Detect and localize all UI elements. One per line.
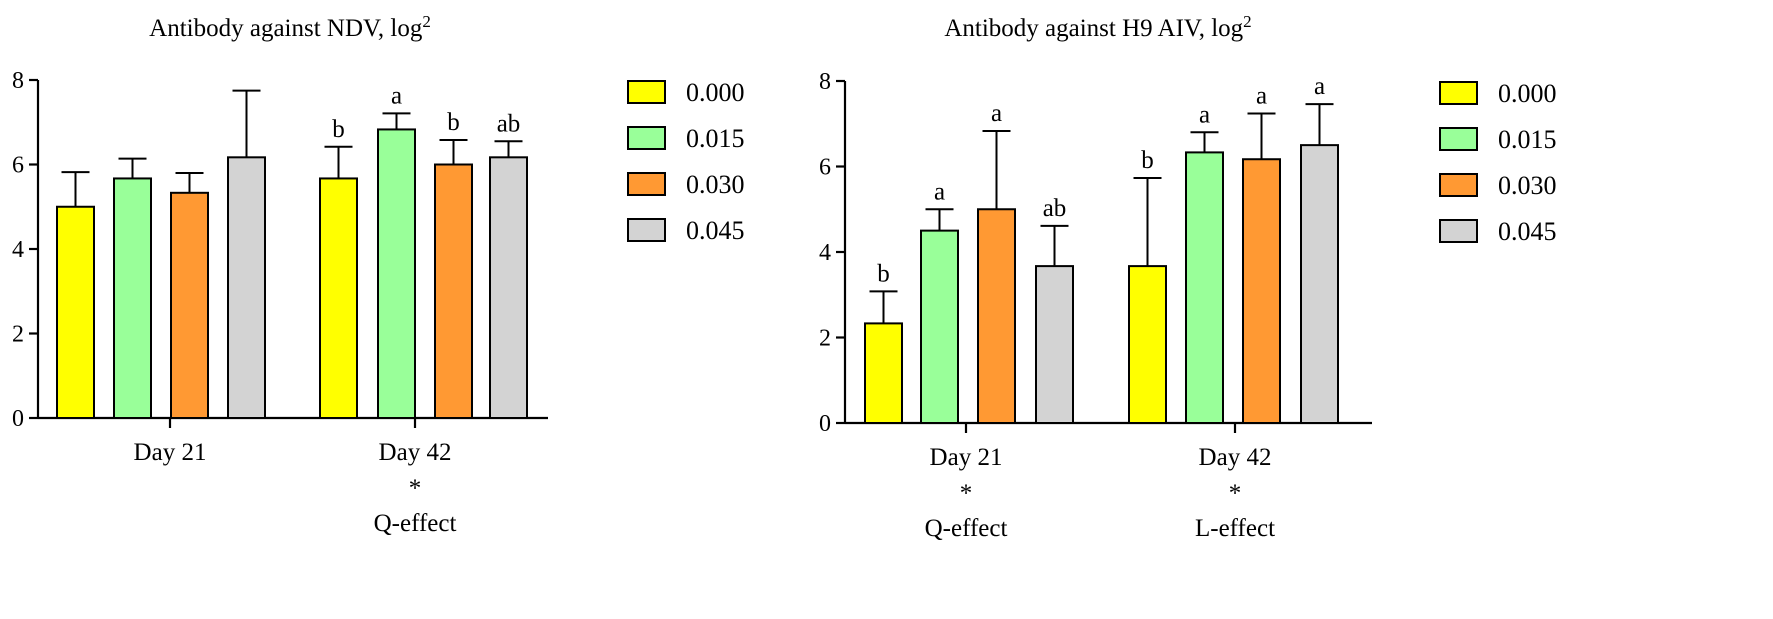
bar	[1300, 144, 1339, 424]
y-tick-label: 2	[12, 322, 24, 348]
x-category-label: Day 21	[134, 439, 207, 466]
bar	[434, 163, 473, 419]
bar	[920, 229, 959, 424]
bar	[489, 156, 528, 419]
legend-label: 0.030	[1498, 171, 1557, 200]
y-tick-label: 2	[819, 326, 831, 352]
significance-letter: a	[1314, 73, 1325, 100]
x-category-note: *	[1229, 480, 1242, 507]
y-tick-label: 8	[819, 69, 831, 95]
legend-swatch	[1439, 127, 1478, 151]
legend-swatch	[627, 218, 666, 242]
legend-swatch	[1439, 81, 1478, 105]
chart-title: Antibody against H9 AIV, log2	[944, 12, 1251, 42]
y-tick-label: 6	[819, 155, 831, 181]
bar	[977, 208, 1016, 424]
y-tick-label: 4	[12, 237, 24, 263]
bar	[170, 191, 209, 419]
legend-label: 0.015	[1498, 125, 1557, 154]
significance-letter: a	[934, 178, 945, 205]
y-tick-label: 6	[12, 153, 24, 179]
bar	[113, 177, 152, 419]
significance-letter: a	[1199, 101, 1210, 128]
bar	[1242, 158, 1281, 424]
legend-label: 0.015	[686, 124, 745, 153]
bar	[319, 177, 358, 419]
legend-label: 0.045	[1498, 217, 1557, 246]
bar	[864, 322, 903, 424]
legend-label: 0.000	[1498, 79, 1557, 108]
chart-title: Antibody against NDV, log2	[149, 12, 431, 42]
significance-letter: b	[332, 116, 345, 143]
y-tick-label: 4	[819, 240, 831, 266]
significance-letter: a	[1256, 82, 1267, 109]
significance-letter: a	[391, 82, 402, 109]
bar	[56, 205, 95, 419]
x-category-label: Day 42	[379, 439, 452, 466]
x-category-note: *	[409, 475, 422, 502]
bar	[1035, 265, 1074, 425]
significance-letter: ab	[1043, 195, 1067, 222]
significance-letter: a	[991, 100, 1002, 127]
chart-title-text: Antibody against NDV, log	[149, 15, 423, 42]
chart-title-superscript: 2	[422, 12, 431, 31]
y-tick-label: 0	[12, 406, 24, 432]
bar	[1185, 151, 1224, 425]
legend-swatch	[627, 126, 666, 150]
bar	[1128, 265, 1167, 425]
x-category-note: Q-effect	[374, 510, 457, 537]
bar	[377, 128, 416, 419]
x-category-note: Q-effect	[925, 515, 1008, 542]
significance-letter: b	[447, 109, 460, 136]
legend-swatch	[627, 80, 666, 104]
y-tick-label: 0	[819, 411, 831, 437]
y-tick-label: 8	[12, 68, 24, 94]
bar	[227, 156, 266, 419]
significance-letter: ab	[497, 110, 521, 137]
legend-swatch	[1439, 219, 1478, 243]
legend-swatch	[627, 172, 666, 196]
x-category-label: Day 21	[930, 444, 1003, 471]
legend-swatch	[1439, 173, 1478, 197]
legend-label: 0.030	[686, 170, 745, 199]
legend-label: 0.045	[686, 216, 745, 245]
x-category-note: L-effect	[1195, 515, 1275, 542]
chart-title-text: Antibody against H9 AIV, log	[944, 15, 1243, 42]
significance-letter: b	[1141, 147, 1154, 174]
x-category-note: *	[960, 480, 973, 507]
legend-label: 0.000	[686, 78, 745, 107]
chart-title-superscript: 2	[1243, 12, 1252, 31]
significance-letter: b	[877, 260, 890, 287]
x-category-label: Day 42	[1199, 444, 1272, 471]
